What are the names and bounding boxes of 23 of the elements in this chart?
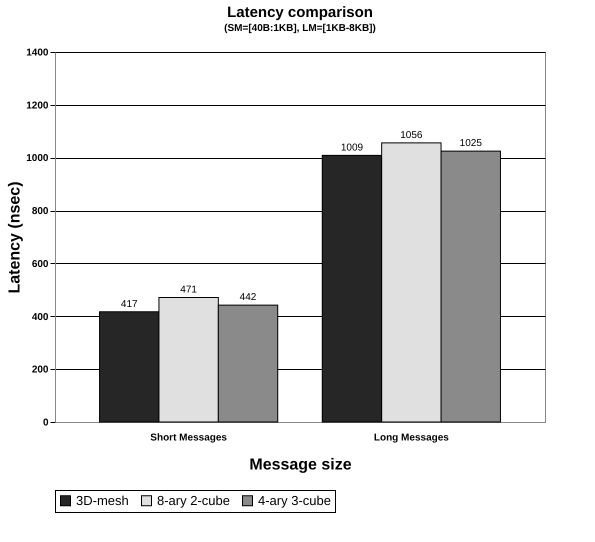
y-tick-label: 1400 — [26, 48, 49, 58]
chart-title: Latency comparison — [227, 4, 373, 21]
y-tick-label: 600 — [32, 258, 49, 270]
y-tick-label: 0 — [42, 418, 49, 428]
x-axis-title: Message size — [249, 456, 352, 474]
y-tick-label: 400 — [32, 312, 49, 323]
y-tick-label: 1000 — [26, 153, 49, 164]
legend-label: 3D-mesh — [76, 492, 129, 508]
chart-subtitle: (SM=[40B:1KB], LM=[1KB-8KB]) — [224, 23, 376, 34]
x-tick-label: Short Messages — [150, 432, 228, 444]
y-tick-label: 1200 — [26, 100, 49, 112]
data-label: 1009 — [340, 142, 364, 154]
data-label: 417 — [120, 298, 138, 310]
data-label: 442 — [240, 292, 257, 304]
data-label: 1025 — [460, 138, 482, 150]
data-label: 1056 — [400, 130, 423, 141]
data-label: 471 — [180, 284, 198, 296]
x-tick-label: Long Messages — [374, 432, 450, 444]
legend-label: 4-ary 3-cube — [258, 492, 331, 508]
y-tick-label: 200 — [32, 364, 49, 376]
legend-label: 8-ary 2-cube — [157, 492, 230, 508]
y-axis-title: Latency (nsec) — [6, 181, 24, 294]
y-tick-label: 800 — [32, 206, 49, 218]
